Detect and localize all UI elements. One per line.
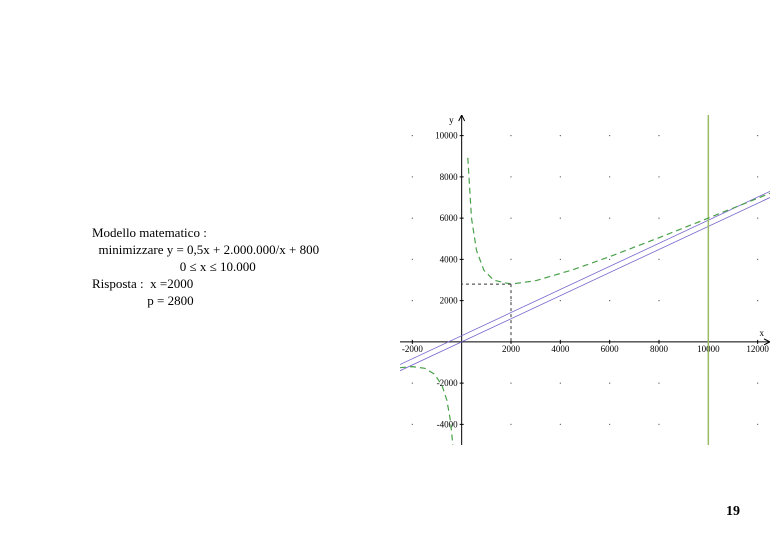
- svg-text:2000: 2000: [440, 296, 459, 306]
- svg-text:10000: 10000: [435, 131, 458, 141]
- page-number: 19: [726, 504, 740, 520]
- svg-text:8000: 8000: [650, 344, 669, 354]
- chart-area: x y -2000 2000 4000 6000 8000 10000 12000 -4000 -2…: [400, 115, 770, 445]
- model-line-4: Risposta : x =2000: [92, 276, 319, 293]
- svg-text:6000: 6000: [440, 213, 459, 223]
- chart-svg: x y -2000 2000 4000 6000 8000 10000 12000 -4000 -2…: [400, 115, 770, 445]
- svg-text:-2000: -2000: [402, 344, 423, 354]
- svg-text:12000: 12000: [746, 344, 769, 354]
- svg-text:6000: 6000: [601, 344, 620, 354]
- svg-text:4000: 4000: [440, 254, 459, 264]
- svg-text:8000: 8000: [440, 172, 459, 182]
- svg-text:y: y: [449, 115, 454, 125]
- svg-text:2000: 2000: [502, 344, 521, 354]
- model-line-5: p = 2800: [92, 293, 319, 310]
- svg-text:x: x: [760, 328, 765, 338]
- svg-text:-4000: -4000: [437, 419, 458, 429]
- model-line-3: 0 ≤ x ≤ 10.000: [92, 259, 319, 276]
- model-line-1: Modello matematico :: [92, 225, 319, 242]
- model-line-2: minimizzare y = 0,5x + 2.000.000/x + 800: [92, 242, 319, 259]
- model-text-block: Modello matematico : minimizzare y = 0,5…: [92, 225, 319, 309]
- svg-text:-2000: -2000: [437, 378, 458, 388]
- svg-text:4000: 4000: [551, 344, 570, 354]
